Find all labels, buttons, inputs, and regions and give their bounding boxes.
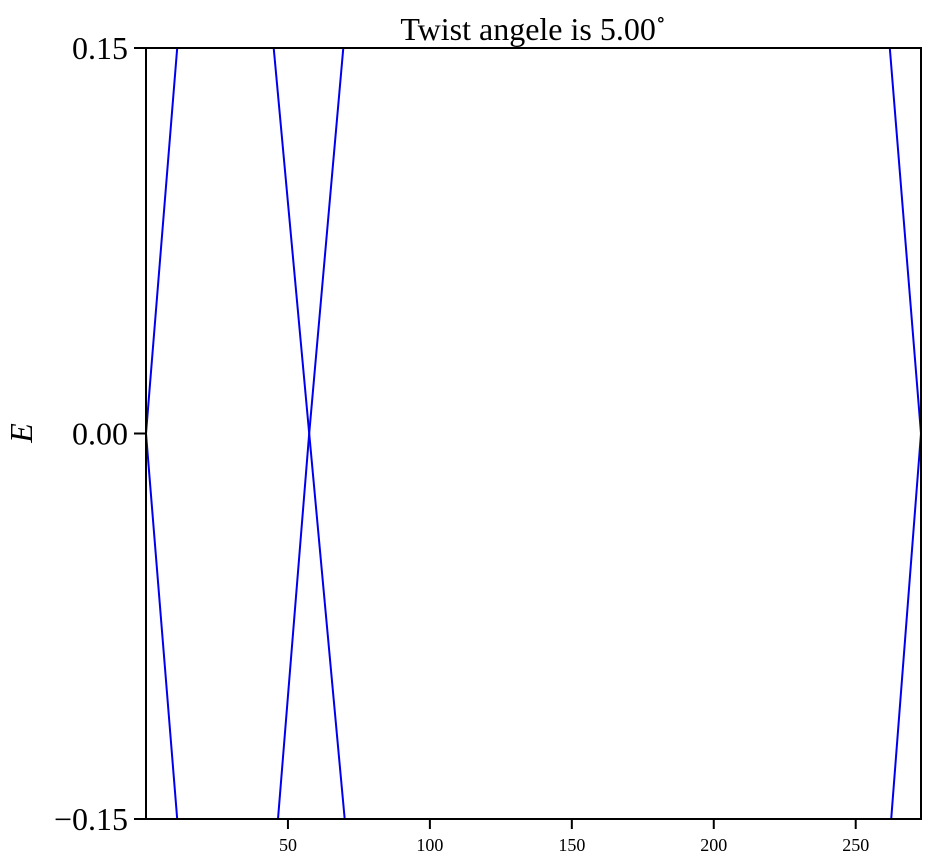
band-line-6 [890, 433, 922, 820]
axis-ticks: −0.15 0.00 0.15 50 100 150 200 250 [54, 30, 869, 855]
degree-symbol: ∘ [656, 9, 666, 31]
x-tick-label: 250 [842, 835, 869, 855]
band-line-2 [145, 433, 179, 820]
band-line-1 [145, 47, 179, 434]
x-tick-label: 150 [558, 835, 585, 855]
band-line-4 [277, 47, 345, 820]
plot-frame [145, 47, 922, 820]
chart-title-text: Twist angele is 5.00 [400, 11, 656, 47]
y-tick-label: −0.15 [54, 801, 128, 837]
y-axis-label: E [3, 423, 39, 444]
x-tick-label: 100 [416, 835, 443, 855]
y-tick-label: 0.00 [72, 416, 128, 452]
y-tick-label: 0.15 [72, 30, 128, 66]
plot-lines [145, 47, 922, 820]
chart-title: Twist angele is 5.00∘ [400, 9, 665, 47]
x-tick-label: 50 [279, 835, 297, 855]
band-line-5 [888, 47, 922, 434]
x-tick-label: 200 [700, 835, 727, 855]
